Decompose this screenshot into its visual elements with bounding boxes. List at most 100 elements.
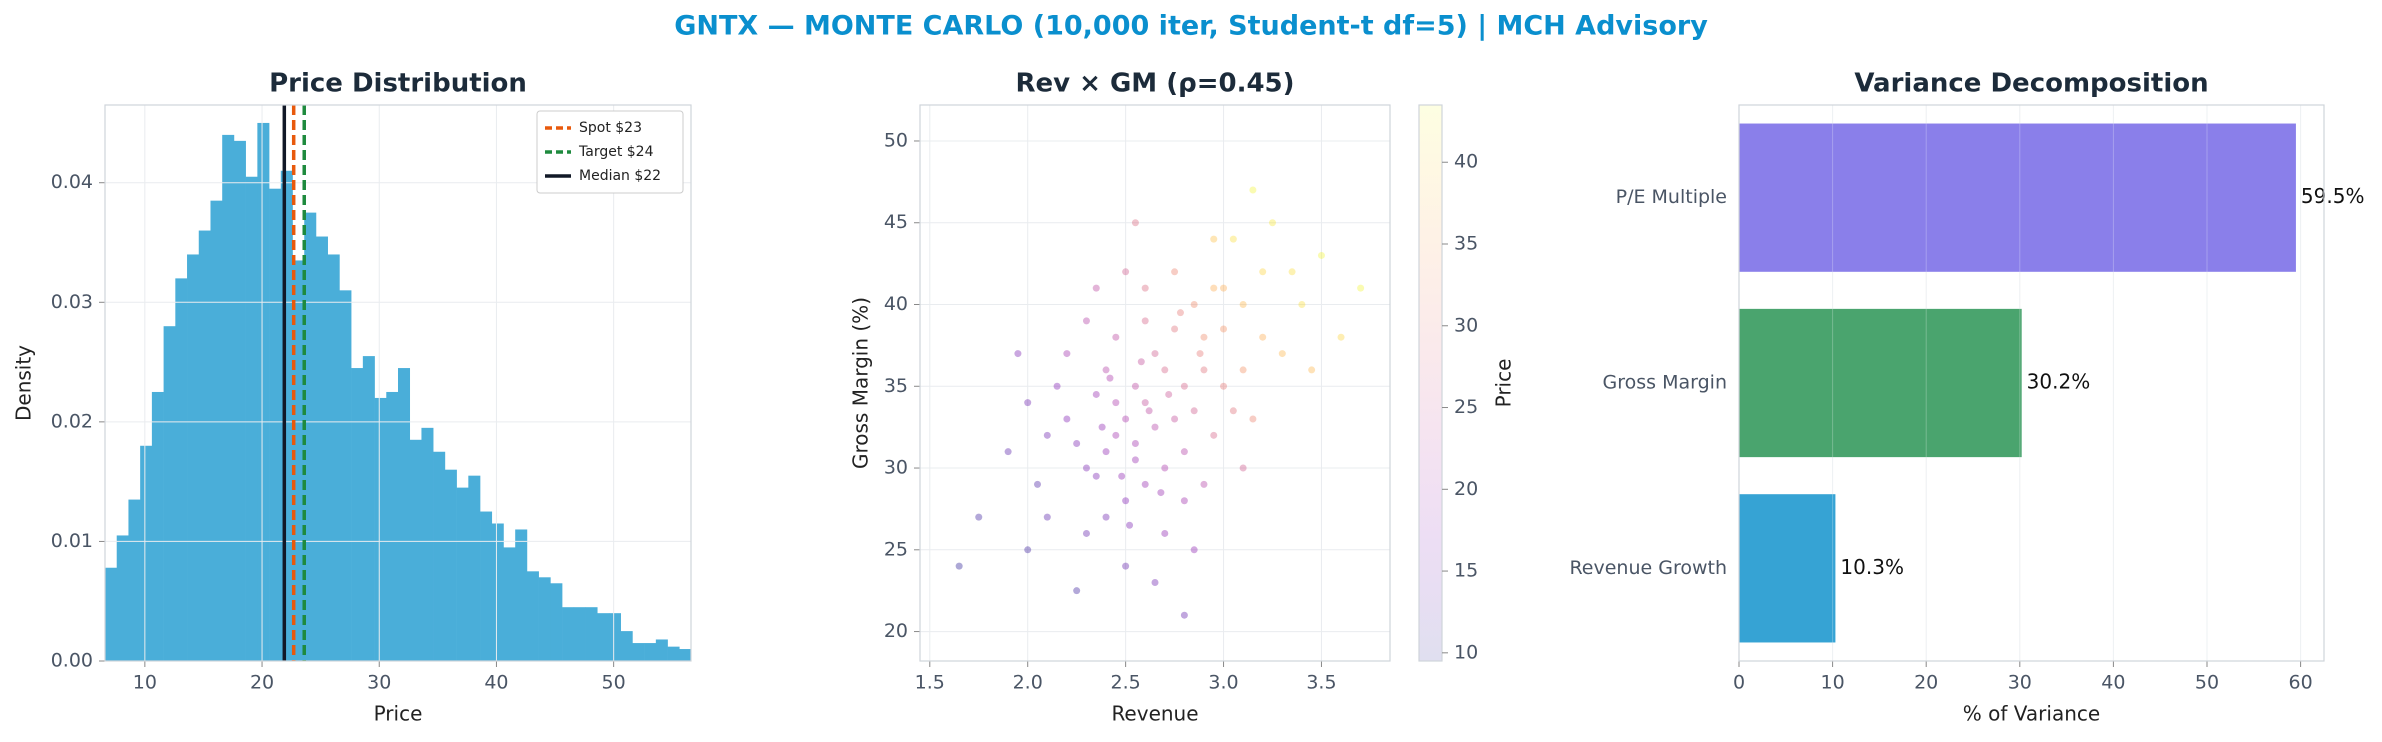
scatter-point bbox=[1337, 333, 1345, 341]
x-tick-label: 60 bbox=[2289, 672, 2313, 694]
x-tick-label: 3.5 bbox=[1306, 672, 1336, 694]
scatter-point bbox=[1171, 325, 1179, 333]
scatter-point bbox=[1180, 448, 1188, 456]
y-tick-label: 0.03 bbox=[51, 291, 93, 313]
scatter-point bbox=[1141, 317, 1149, 325]
scatter-point bbox=[1092, 472, 1100, 480]
x-tick-label: 10 bbox=[1821, 672, 1845, 694]
y-tick-label: 0.01 bbox=[51, 530, 93, 552]
hist-bar bbox=[573, 607, 586, 661]
hist-bar bbox=[128, 499, 141, 661]
hist-bar bbox=[515, 529, 528, 661]
scatter-point bbox=[1161, 366, 1169, 374]
scatter-point bbox=[1357, 284, 1365, 292]
scatter-point bbox=[1259, 333, 1267, 341]
x-tick-label: 50 bbox=[2195, 672, 2219, 694]
hist-bar bbox=[468, 475, 481, 661]
y-tick-label: 35 bbox=[884, 375, 908, 397]
colorbar-tick-label: 15 bbox=[1454, 560, 1478, 582]
hist-bar bbox=[456, 487, 469, 661]
scatter-point bbox=[1220, 325, 1228, 333]
y-tick-label: 0.00 bbox=[51, 650, 93, 672]
scatter-point bbox=[1249, 415, 1257, 423]
legend-box bbox=[536, 110, 684, 194]
scatter-point bbox=[1190, 407, 1198, 415]
scatter-point bbox=[1063, 350, 1071, 358]
bar bbox=[1739, 308, 2022, 458]
hist-bar bbox=[374, 397, 387, 661]
scatter-point bbox=[1165, 390, 1173, 398]
hist-bar bbox=[655, 639, 668, 661]
colorbar-tick-label: 40 bbox=[1454, 151, 1478, 173]
scatter-point bbox=[1092, 390, 1100, 398]
hist-bar bbox=[222, 134, 235, 661]
scatter-point bbox=[1082, 317, 1090, 325]
scatter-point bbox=[1210, 431, 1218, 439]
y-tick-label: 50 bbox=[884, 129, 908, 151]
scatter-point bbox=[1249, 186, 1257, 194]
scatter-point bbox=[1112, 399, 1120, 407]
legend-label: Spot $23 bbox=[579, 120, 642, 136]
scatter-point bbox=[1151, 423, 1159, 431]
scatter-point bbox=[1161, 464, 1169, 472]
scatter-point bbox=[1053, 382, 1061, 390]
scatter-point bbox=[1190, 546, 1198, 554]
x-tick-label: 20 bbox=[250, 672, 274, 694]
bar bbox=[1739, 494, 1836, 643]
bar bbox=[1739, 123, 2296, 272]
scatter-point bbox=[1082, 529, 1090, 537]
y-tick-label: 40 bbox=[884, 293, 908, 315]
hist-bar bbox=[339, 290, 352, 661]
scatter-point bbox=[1220, 284, 1228, 292]
x-tick-label: 30 bbox=[2008, 672, 2032, 694]
x-tick-label: 0 bbox=[1733, 672, 1745, 694]
hist-bar bbox=[550, 583, 563, 661]
hist-bar bbox=[245, 176, 258, 661]
hist-bar bbox=[538, 577, 551, 661]
scatter-point bbox=[1122, 415, 1130, 423]
scatter-point bbox=[1112, 431, 1120, 439]
hist-bar bbox=[233, 140, 246, 661]
hist-bar bbox=[644, 643, 657, 661]
scatter-point bbox=[1141, 480, 1149, 488]
hist-bar bbox=[140, 445, 153, 661]
scatter-point bbox=[1004, 448, 1012, 456]
value-label: 30.2% bbox=[2027, 370, 2091, 394]
hist-bar bbox=[503, 547, 516, 661]
y-tick-label: Revenue Growth bbox=[1569, 557, 1727, 579]
colorbar-label: Price bbox=[1492, 359, 1516, 408]
frame bbox=[1738, 104, 2325, 662]
scatter-point bbox=[1171, 268, 1179, 276]
hist-bar bbox=[327, 254, 340, 661]
scatter-point bbox=[1239, 366, 1247, 374]
scatter-point bbox=[1190, 301, 1198, 309]
scatter-point bbox=[1210, 284, 1218, 292]
hist-bar bbox=[597, 613, 610, 661]
scatter-point bbox=[1112, 333, 1120, 341]
scatter-point bbox=[1073, 587, 1081, 595]
x-tick-label: 30 bbox=[367, 672, 391, 694]
scatter-point bbox=[1151, 350, 1159, 358]
hist-bar bbox=[667, 646, 680, 661]
scatter-point bbox=[1034, 480, 1041, 488]
scatter-point bbox=[1092, 284, 1100, 292]
hist-bar bbox=[480, 511, 493, 661]
scatter-point bbox=[1180, 497, 1188, 505]
value-label: 59.5% bbox=[2301, 184, 2365, 208]
scatter-point bbox=[1102, 448, 1110, 456]
hist-bar bbox=[421, 427, 434, 661]
bars bbox=[105, 122, 691, 661]
scatter-point bbox=[1259, 268, 1267, 276]
hist-bar bbox=[585, 607, 598, 661]
scatter-point bbox=[1131, 440, 1139, 448]
x-axis-label: Price bbox=[374, 702, 423, 726]
colorbar-tick-label: 20 bbox=[1454, 478, 1478, 500]
scatter-point bbox=[1176, 309, 1184, 317]
y-axis-label: Density bbox=[12, 345, 36, 421]
colorbar-tick-label: 25 bbox=[1454, 396, 1478, 418]
scatter-point bbox=[1063, 415, 1071, 423]
scatter-point bbox=[1118, 472, 1126, 480]
hist-bar bbox=[187, 254, 200, 661]
scatter-point bbox=[1106, 374, 1114, 382]
scatter-point bbox=[975, 513, 983, 521]
